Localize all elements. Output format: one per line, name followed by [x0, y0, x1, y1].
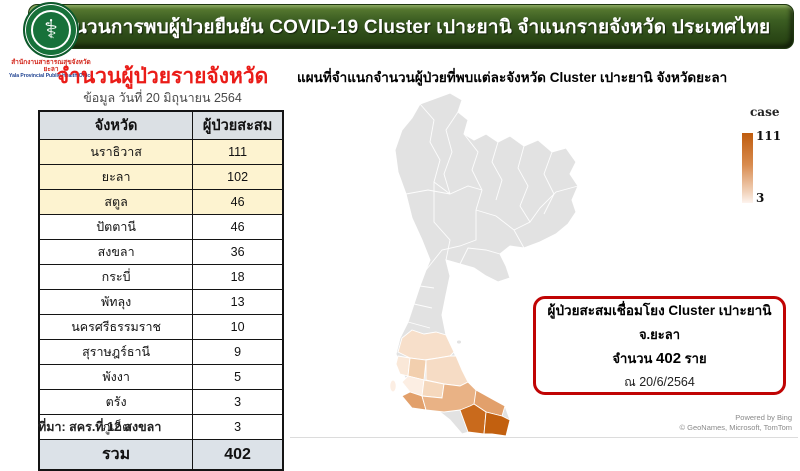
cases-cell: 9 [192, 339, 284, 365]
cases-cell: 10 [192, 314, 284, 340]
cases-cell: 36 [192, 239, 284, 265]
table-row: นครศรีธรรมราช 10 [38, 314, 284, 340]
caduceus-icon: ⚕ [31, 10, 71, 50]
legend-min-value: 3 [756, 191, 765, 205]
table-row: ภูเก็ต 3 [38, 414, 284, 440]
table-row: สุราษฎร์ธานี 9 [38, 339, 284, 365]
table-row: สงขลา 36 [38, 239, 284, 265]
map-frame-baseline [290, 437, 798, 438]
map-region-phang-nga[interactable] [395, 355, 411, 377]
south-provinces [389, 329, 511, 437]
cases-cell: 13 [192, 289, 284, 315]
cases-cell: 46 [192, 214, 284, 240]
province-cell: สุราษฎร์ธานี [38, 339, 194, 365]
map-region-surat-thani[interactable] [397, 329, 455, 361]
table-row: ยะลา 102 [38, 164, 284, 190]
org-logo: ⚕ สำนักงานสาธารณสุขจังหวัดยะลา Yala Prov… [5, 2, 97, 79]
page-title: จำนวนการพบผู้ป่วยยืนยัน COVID-19 Cluster… [51, 16, 771, 38]
org-name-english: Yala Provincial Public Health Office [9, 73, 93, 79]
header-banner: จำนวนการพบผู้ป่วยยืนยัน COVID-19 Cluster… [28, 4, 794, 49]
map-region-satun[interactable] [401, 391, 427, 411]
table-row: พัทลุง 13 [38, 289, 284, 315]
cases-cell: 46 [192, 189, 284, 215]
legend-max-value: 111 [756, 129, 782, 143]
callout-line-cluster: ผู้ป่วยสะสมเชื่อมโยง Cluster เปาะยานิ [547, 303, 772, 318]
province-cell: สตูล [38, 189, 194, 215]
data-source-note: ที่มา: สคร.ที่ 12 สงขลา [38, 420, 162, 434]
callout-line-count: จำนวน 402 ราย [612, 350, 707, 367]
map-legend: case 111 3 [742, 105, 794, 205]
cases-cell: 111 [192, 139, 284, 165]
callout-total-number: 402 [656, 350, 682, 367]
province-cell: สงขลา [38, 239, 194, 265]
cases-cell: 3 [192, 414, 284, 440]
moph-seal-icon: ⚕ [23, 2, 79, 58]
map-region-phuket[interactable] [389, 379, 397, 393]
table-section-title: จำนวนผู้ป่วยรายจังหวัด [56, 65, 269, 88]
table-row: พังงา 5 [38, 364, 284, 390]
map-attribution: Powered by Bing © GeoNames, Microsoft, T… [680, 413, 793, 433]
province-cell: พัทลุง [38, 289, 194, 315]
total-label-cell: รวม [38, 439, 194, 471]
map-section-title: แผนที่จำแนกจำนวนผู้ป่วยที่พบแต่ละจังหวัด… [297, 70, 728, 85]
column-header-province: จังหวัด [38, 110, 194, 140]
province-cell: ภูเก็ต [38, 414, 194, 440]
cases-cell: 18 [192, 264, 284, 290]
column-header-cases: ผู้ป่วยสะสม [192, 110, 284, 140]
table-row: ปัตตานี 46 [38, 214, 284, 240]
province-border-lines [405, 103, 579, 329]
province-cell: นครศรีธรรมราช [38, 314, 194, 340]
map-region-narathiwat[interactable] [483, 411, 511, 437]
legend-gradient-bar [742, 133, 753, 203]
province-cell: นราธิวาส [38, 139, 194, 165]
province-cell: พังงา [38, 364, 194, 390]
callout-line-date: ณ 20/6/2564 [624, 375, 695, 389]
table-row: นราธิวาส 111 [38, 139, 284, 165]
org-name-thai: สำนักงานสาธารณสุขจังหวัดยะลา [11, 59, 91, 73]
callout-line-province: จ.ยะลา [638, 327, 681, 342]
thailand-choropleth-map[interactable] [300, 90, 660, 442]
table-row: สตูล 46 [38, 189, 284, 215]
province-cell: ตรัง [38, 389, 194, 415]
attribution-copyright: © GeoNames, Microsoft, TomTom [679, 423, 793, 432]
total-value-cell: 402 [192, 439, 284, 471]
data-date-subtitle: ข้อมูล วันที่ 20 มิถุนายน 2564 [83, 91, 242, 105]
cases-cell: 5 [192, 364, 284, 390]
legend-title: case [750, 105, 780, 119]
table-total-row: รวม 402 [38, 439, 284, 471]
summary-callout-box: ผู้ป่วยสะสมเชื่อมโยง Cluster เปาะยานิ จ.… [533, 296, 786, 395]
province-cell: กระบี่ [38, 264, 194, 290]
province-cases-table: จังหวัด ผู้ป่วยสะสม นราธิวาส 111 ยะลา 102 สต… [38, 110, 284, 471]
attribution-bing: Powered by Bing [735, 413, 792, 422]
table-row: ตรัง 3 [38, 389, 284, 415]
province-cell: ปัตตานี [38, 214, 194, 240]
cases-cell: 102 [192, 164, 284, 190]
map-island-samui [456, 339, 462, 345]
table-header-row: จังหวัด ผู้ป่วยสะสม [38, 110, 284, 140]
table-row: กระบี่ 18 [38, 264, 284, 290]
province-cell: ยะลา [38, 164, 194, 190]
cases-cell: 3 [192, 389, 284, 415]
